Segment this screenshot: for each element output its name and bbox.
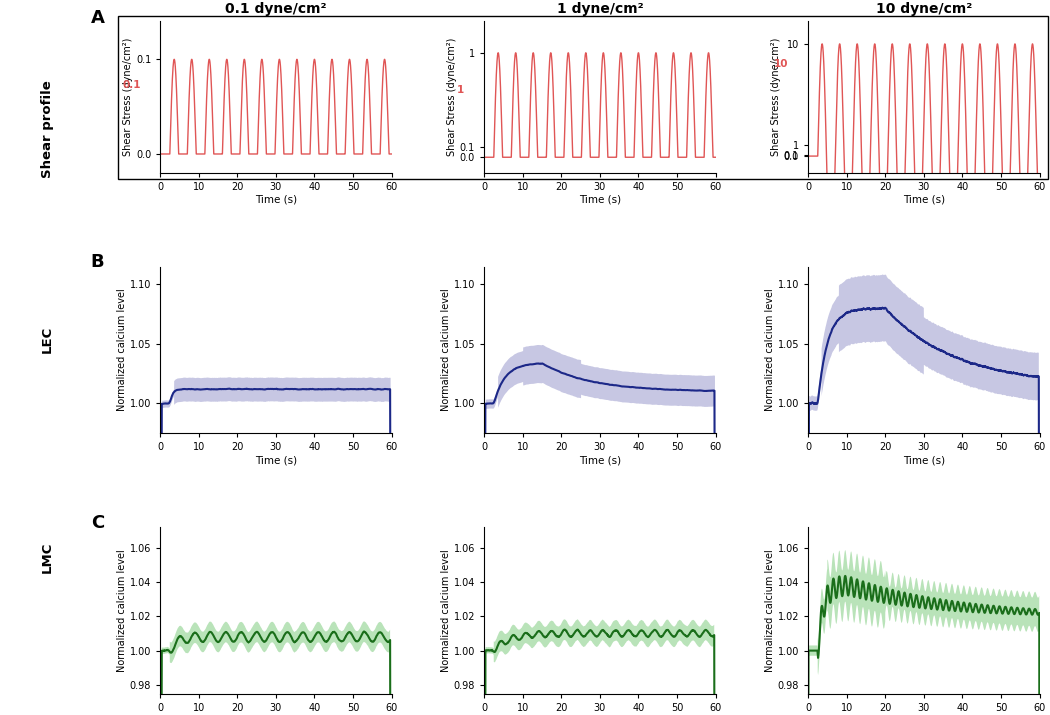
Y-axis label: Shear Stress (dyne/cm²): Shear Stress (dyne/cm²): [771, 38, 781, 157]
X-axis label: Time (s): Time (s): [255, 455, 297, 465]
Title: 10 dyne/cm²: 10 dyne/cm²: [876, 2, 972, 16]
X-axis label: Time (s): Time (s): [255, 194, 297, 204]
Text: 10: 10: [774, 59, 789, 69]
Text: LEC: LEC: [41, 326, 54, 353]
Text: LMC: LMC: [41, 542, 54, 573]
Text: B: B: [90, 253, 104, 271]
Title: 1 dyne/cm²: 1 dyne/cm²: [556, 2, 644, 16]
Text: A: A: [90, 9, 105, 27]
X-axis label: Time (s): Time (s): [903, 194, 945, 204]
Text: 1: 1: [457, 84, 464, 94]
Y-axis label: Normalized calcium level: Normalized calcium level: [764, 289, 775, 411]
X-axis label: Time (s): Time (s): [903, 455, 945, 465]
Y-axis label: Shear Stress (dyne/cm²): Shear Stress (dyne/cm²): [447, 38, 457, 157]
Y-axis label: Normalized calcium level: Normalized calcium level: [441, 549, 450, 671]
Text: Shear profile: Shear profile: [41, 80, 54, 177]
Y-axis label: Normalized calcium level: Normalized calcium level: [441, 289, 450, 411]
Text: 0.1: 0.1: [122, 80, 141, 90]
Title: 0.1 dyne/cm²: 0.1 dyne/cm²: [225, 2, 327, 16]
Y-axis label: Shear Stress (dyne/cm²): Shear Stress (dyne/cm²): [123, 38, 133, 157]
Y-axis label: Normalized calcium level: Normalized calcium level: [764, 549, 775, 671]
Text: C: C: [90, 513, 104, 532]
Y-axis label: Normalized calcium level: Normalized calcium level: [117, 289, 127, 411]
Y-axis label: Normalized calcium level: Normalized calcium level: [117, 549, 127, 671]
X-axis label: Time (s): Time (s): [579, 194, 621, 204]
X-axis label: Time (s): Time (s): [579, 455, 621, 465]
